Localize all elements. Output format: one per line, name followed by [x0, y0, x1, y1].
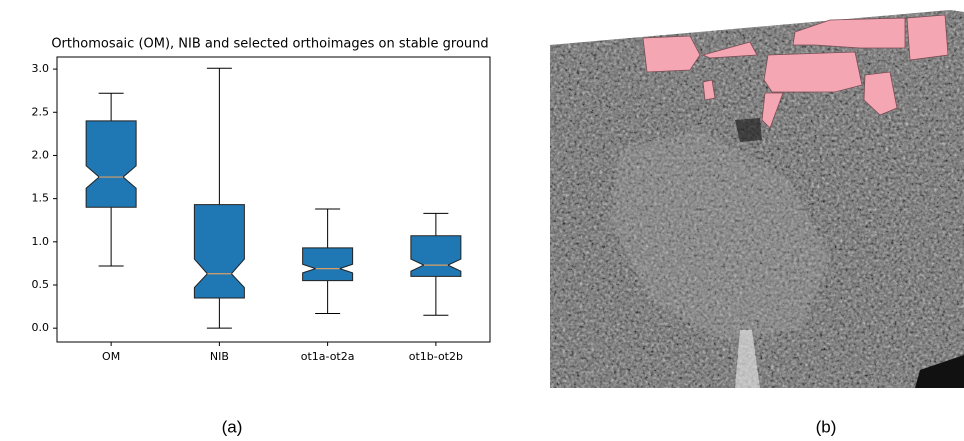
polygon [643, 36, 700, 72]
box [303, 248, 353, 281]
polygon [907, 15, 948, 60]
x-tick-label: ot1b-ot2b [409, 350, 463, 363]
y-tick-label: 0.0 [32, 321, 50, 334]
x-tick-label: OM [102, 350, 120, 363]
box [411, 236, 461, 277]
aerial-image [550, 10, 964, 388]
y-tick-label: 2.0 [32, 148, 50, 161]
x-tick-label: NIB [210, 350, 229, 363]
polygon [764, 52, 862, 92]
box [194, 205, 244, 298]
x-tick-label: ot1a-ot2a [301, 350, 355, 363]
y-tick-label: 1.5 [32, 192, 50, 205]
y-tick-label: 1.0 [32, 235, 50, 248]
caption: (a) [222, 417, 243, 436]
caption: (b) [816, 417, 837, 436]
figure: Orthomosaic (OM), NIB and selected ortho… [0, 0, 964, 441]
y-tick-label: 0.5 [32, 278, 50, 291]
box [86, 121, 136, 207]
y-tick-label: 3.0 [32, 62, 50, 75]
y-tick-label: 2.5 [32, 105, 50, 118]
chart-title: Orthomosaic (OM), NIB and selected ortho… [51, 37, 488, 52]
